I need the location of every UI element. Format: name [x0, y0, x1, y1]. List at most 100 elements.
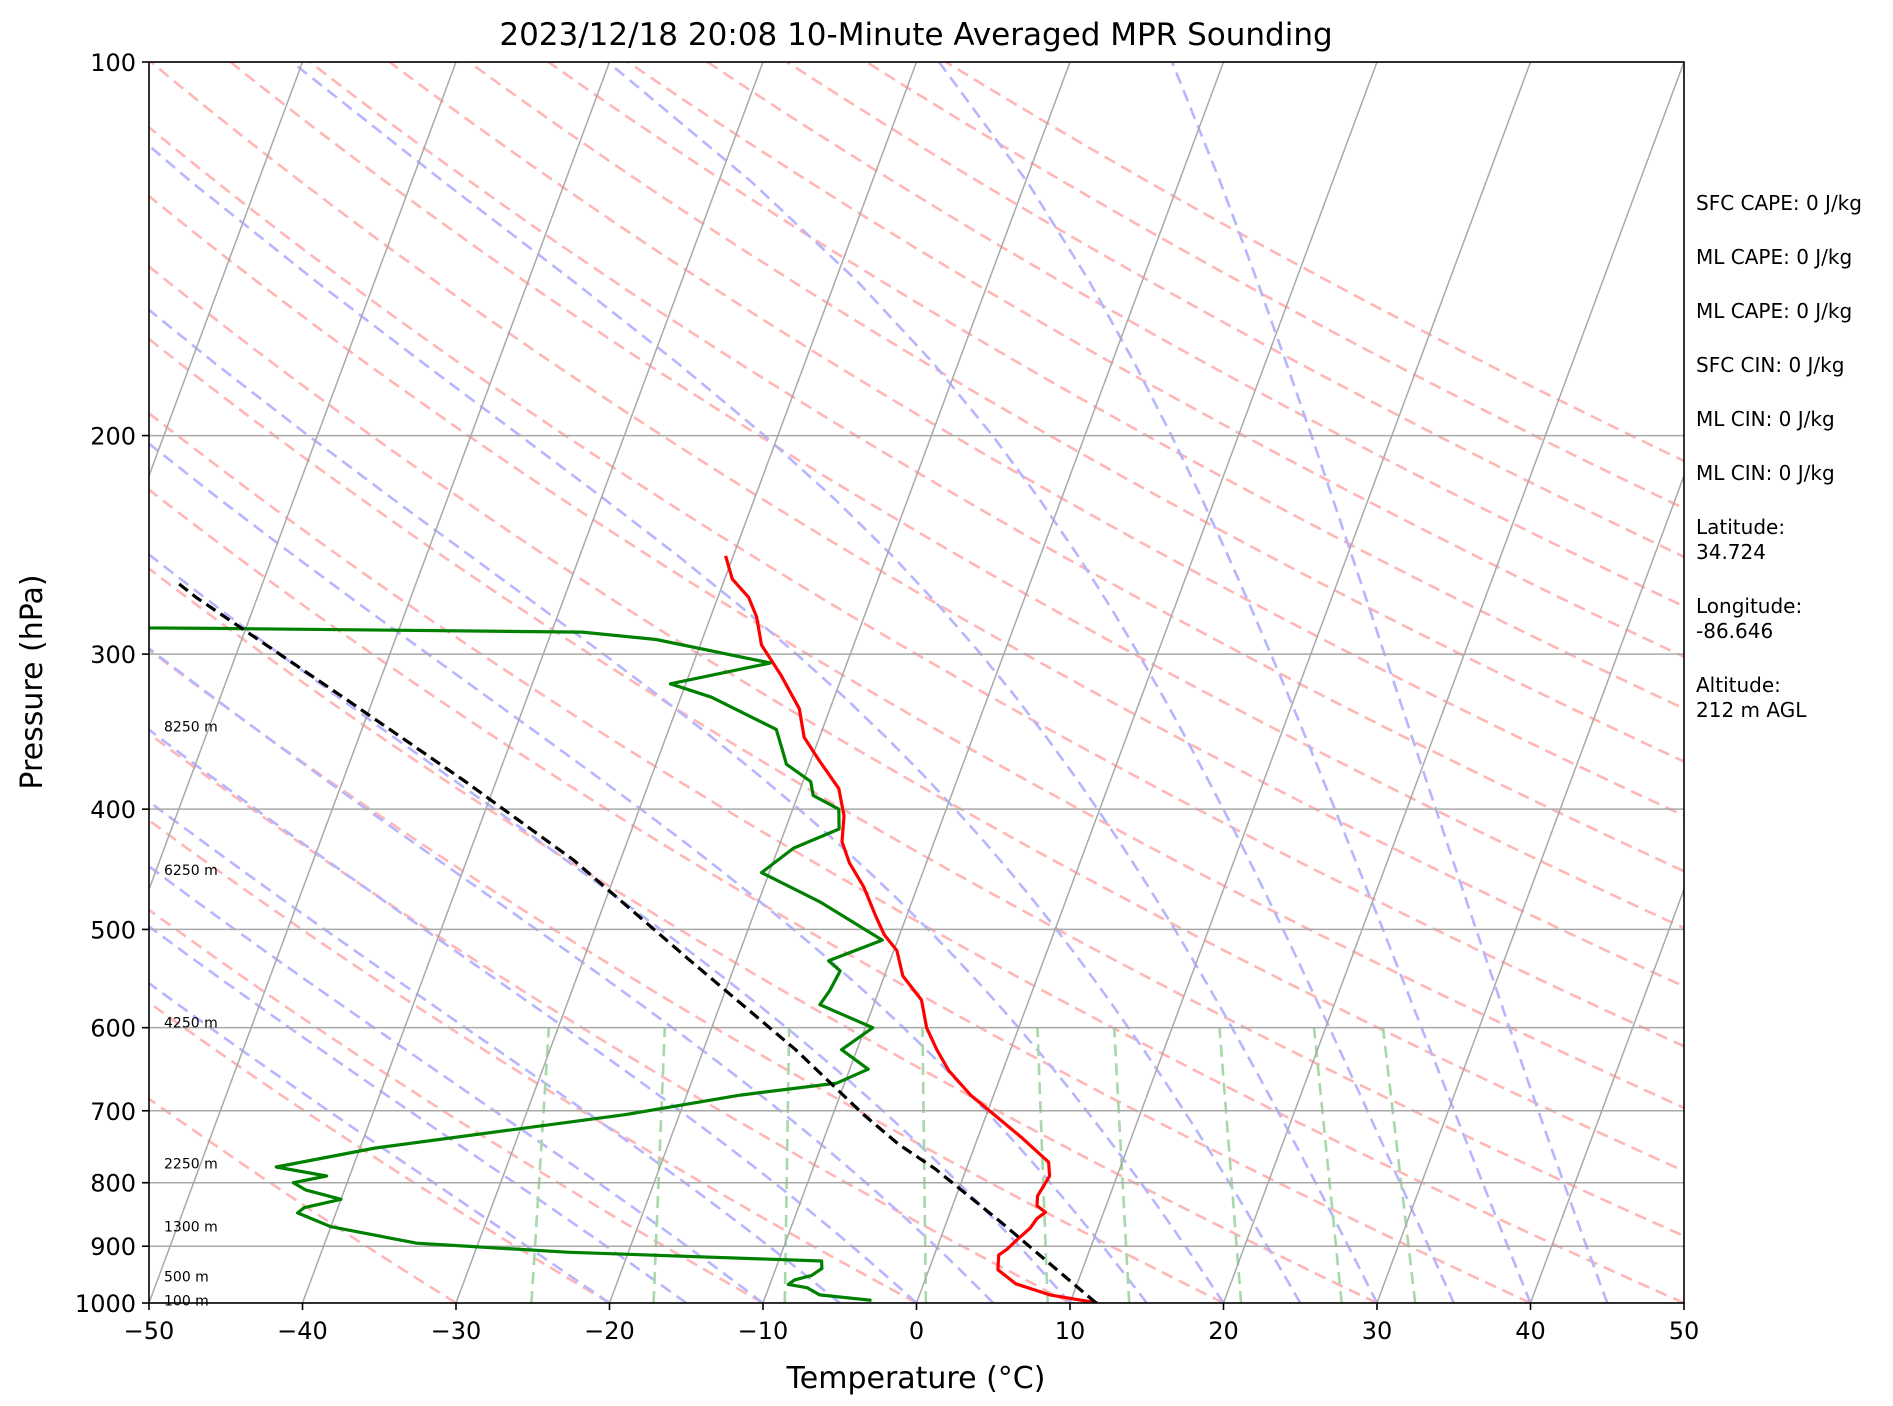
y-tick-label: 700 — [90, 1098, 136, 1126]
isotherm — [1376, 473, 1684, 1303]
y-tick-label: 600 — [90, 1015, 136, 1043]
mixing-ratio-line — [921, 1027, 928, 1303]
stat-entry: SFC CIN: 0 J/kg — [1696, 353, 1844, 377]
stat-entry: ML CAPE: 0 J/kg — [1696, 245, 1852, 269]
y-axis-title: Pressure (hPa) — [15, 574, 50, 789]
profile-lines — [149, 555, 1098, 1303]
isotherm — [149, 62, 304, 478]
mixing-ratio-line — [1218, 1027, 1243, 1303]
dry-adiabat — [149, 411, 1684, 1303]
dry-adiabat — [388, 62, 1684, 818]
y-tick-label: 100 — [90, 49, 136, 77]
x-tick-label: 20 — [1208, 1317, 1239, 1345]
isotherm — [1069, 62, 1532, 1303]
x-tick-label: 50 — [1669, 1317, 1700, 1345]
y-tick-label: 400 — [90, 796, 136, 824]
isotherm — [762, 62, 1225, 1303]
mixing-ratio-line — [1312, 1027, 1343, 1303]
moist-adiabat — [607, 62, 1455, 1303]
x-tick-label: −30 — [431, 1317, 482, 1345]
mixing-ratio-line — [1036, 1027, 1049, 1303]
stat-entry: SFC CAPE: 0 J/kg — [1696, 191, 1862, 215]
stats-panel: SFC CAPE: 0 J/kg ML CAPE: 0 J/kg ML CAPE: … — [1696, 191, 1862, 722]
dewpoint-profile — [149, 626, 884, 1302]
y-tick-label: 300 — [90, 641, 136, 669]
dry-adiabat — [149, 264, 1684, 1173]
stat-entry: ML CAPE: 0 J/kg — [1696, 299, 1852, 323]
dry-adiabat — [945, 62, 1684, 463]
moist-adiabat — [937, 62, 1532, 1303]
dry-adiabat — [149, 488, 1532, 1303]
background-lines — [149, 62, 1684, 1303]
mixing-ratio-line — [652, 1027, 667, 1303]
y-tick-label: 900 — [90, 1233, 136, 1261]
stat-entry: ML CIN: 0 J/kg — [1696, 461, 1835, 485]
moist-adiabat — [149, 143, 1302, 1303]
height-label: 8250 m — [164, 719, 218, 735]
y-tick-label: 200 — [90, 423, 136, 451]
height-label: 4250 m — [164, 1015, 218, 1031]
isotherm — [1222, 62, 1684, 1303]
dry-adiabat — [706, 62, 1684, 608]
isotherm — [301, 62, 764, 1303]
dry-adiabat — [309, 62, 1684, 873]
dry-adiabat — [149, 337, 1684, 1238]
temperature-profile — [724, 555, 1098, 1303]
moist-adiabat — [149, 864, 764, 1303]
dry-adiabat — [786, 62, 1684, 559]
moist-adiabat — [149, 799, 841, 1303]
x-tick-label: 40 — [1515, 1317, 1546, 1345]
x-axis-title: Temperature (°C) — [786, 1361, 1046, 1396]
x-tick-label: 10 — [1055, 1317, 1086, 1345]
y-tick-label: 500 — [90, 916, 136, 944]
x-tick-label: −40 — [277, 1317, 328, 1345]
dry-adiabat — [150, 62, 1684, 988]
x-tick-label: −20 — [584, 1317, 635, 1345]
y-tick-label: 800 — [90, 1170, 136, 1198]
isotherm — [915, 62, 1378, 1303]
moist-adiabat — [149, 646, 995, 1303]
moist-adiabat — [149, 924, 688, 1303]
stat-entry: ML CIN: 0 J/kg — [1696, 407, 1835, 431]
moist-adiabat — [149, 728, 918, 1303]
y-axis: 1000 900 800 700 600 500 400 300 200 100 — [75, 49, 149, 1318]
mixing-ratio-line — [1381, 1027, 1417, 1303]
height-labels: 8250 m 6250 m 4250 m 2250 m 1300 m 500 m 100 m — [164, 719, 218, 1309]
dry-adiabat — [149, 125, 1684, 1048]
x-axis: −50 −40 −30 −20 −10 0 10 20 30 40 50 — [124, 1303, 1700, 1345]
mixing-ratio-line — [530, 1027, 551, 1303]
height-label: 100 m — [164, 1293, 209, 1309]
dry-adiabat — [865, 62, 1684, 510]
chart-title: 2023/12/18 20:08 10-Minute Averaged MPR … — [499, 17, 1332, 53]
dry-adiabat — [229, 62, 1684, 930]
isotherm — [1529, 887, 1684, 1303]
parcel-profile — [177, 581, 1098, 1303]
x-tick-label: 0 — [909, 1317, 924, 1345]
height-label: 6250 m — [164, 863, 218, 879]
moist-adiabat — [290, 62, 1379, 1303]
y-tick-label: 1000 — [75, 1290, 136, 1318]
mixing-ratio-line — [783, 1027, 791, 1303]
dry-adiabat — [149, 194, 1684, 1110]
isotherm — [455, 62, 918, 1303]
moist-adiabat — [149, 308, 1225, 1303]
stat-entry: Latitude: 34.724 — [1696, 515, 1785, 564]
isotherm — [608, 62, 1071, 1303]
height-label: 1300 m — [164, 1220, 218, 1236]
x-tick-label: 30 — [1362, 1317, 1393, 1345]
moist-adiabat — [1170, 62, 1609, 1303]
isotherm — [149, 62, 611, 1303]
isotherm — [149, 62, 457, 892]
x-tick-label: −50 — [124, 1317, 175, 1345]
stat-entry: Altitude: 212 m AGL — [1696, 673, 1807, 722]
stat-entry: Longitude: -86.646 — [1696, 594, 1802, 643]
moist-adiabat — [149, 981, 611, 1303]
x-tick-label: −10 — [738, 1317, 789, 1345]
height-label: 2250 m — [164, 1157, 218, 1173]
dry-adiabat — [149, 732, 1071, 1303]
dry-adiabat — [149, 1001, 611, 1303]
dry-adiabat — [149, 908, 764, 1303]
